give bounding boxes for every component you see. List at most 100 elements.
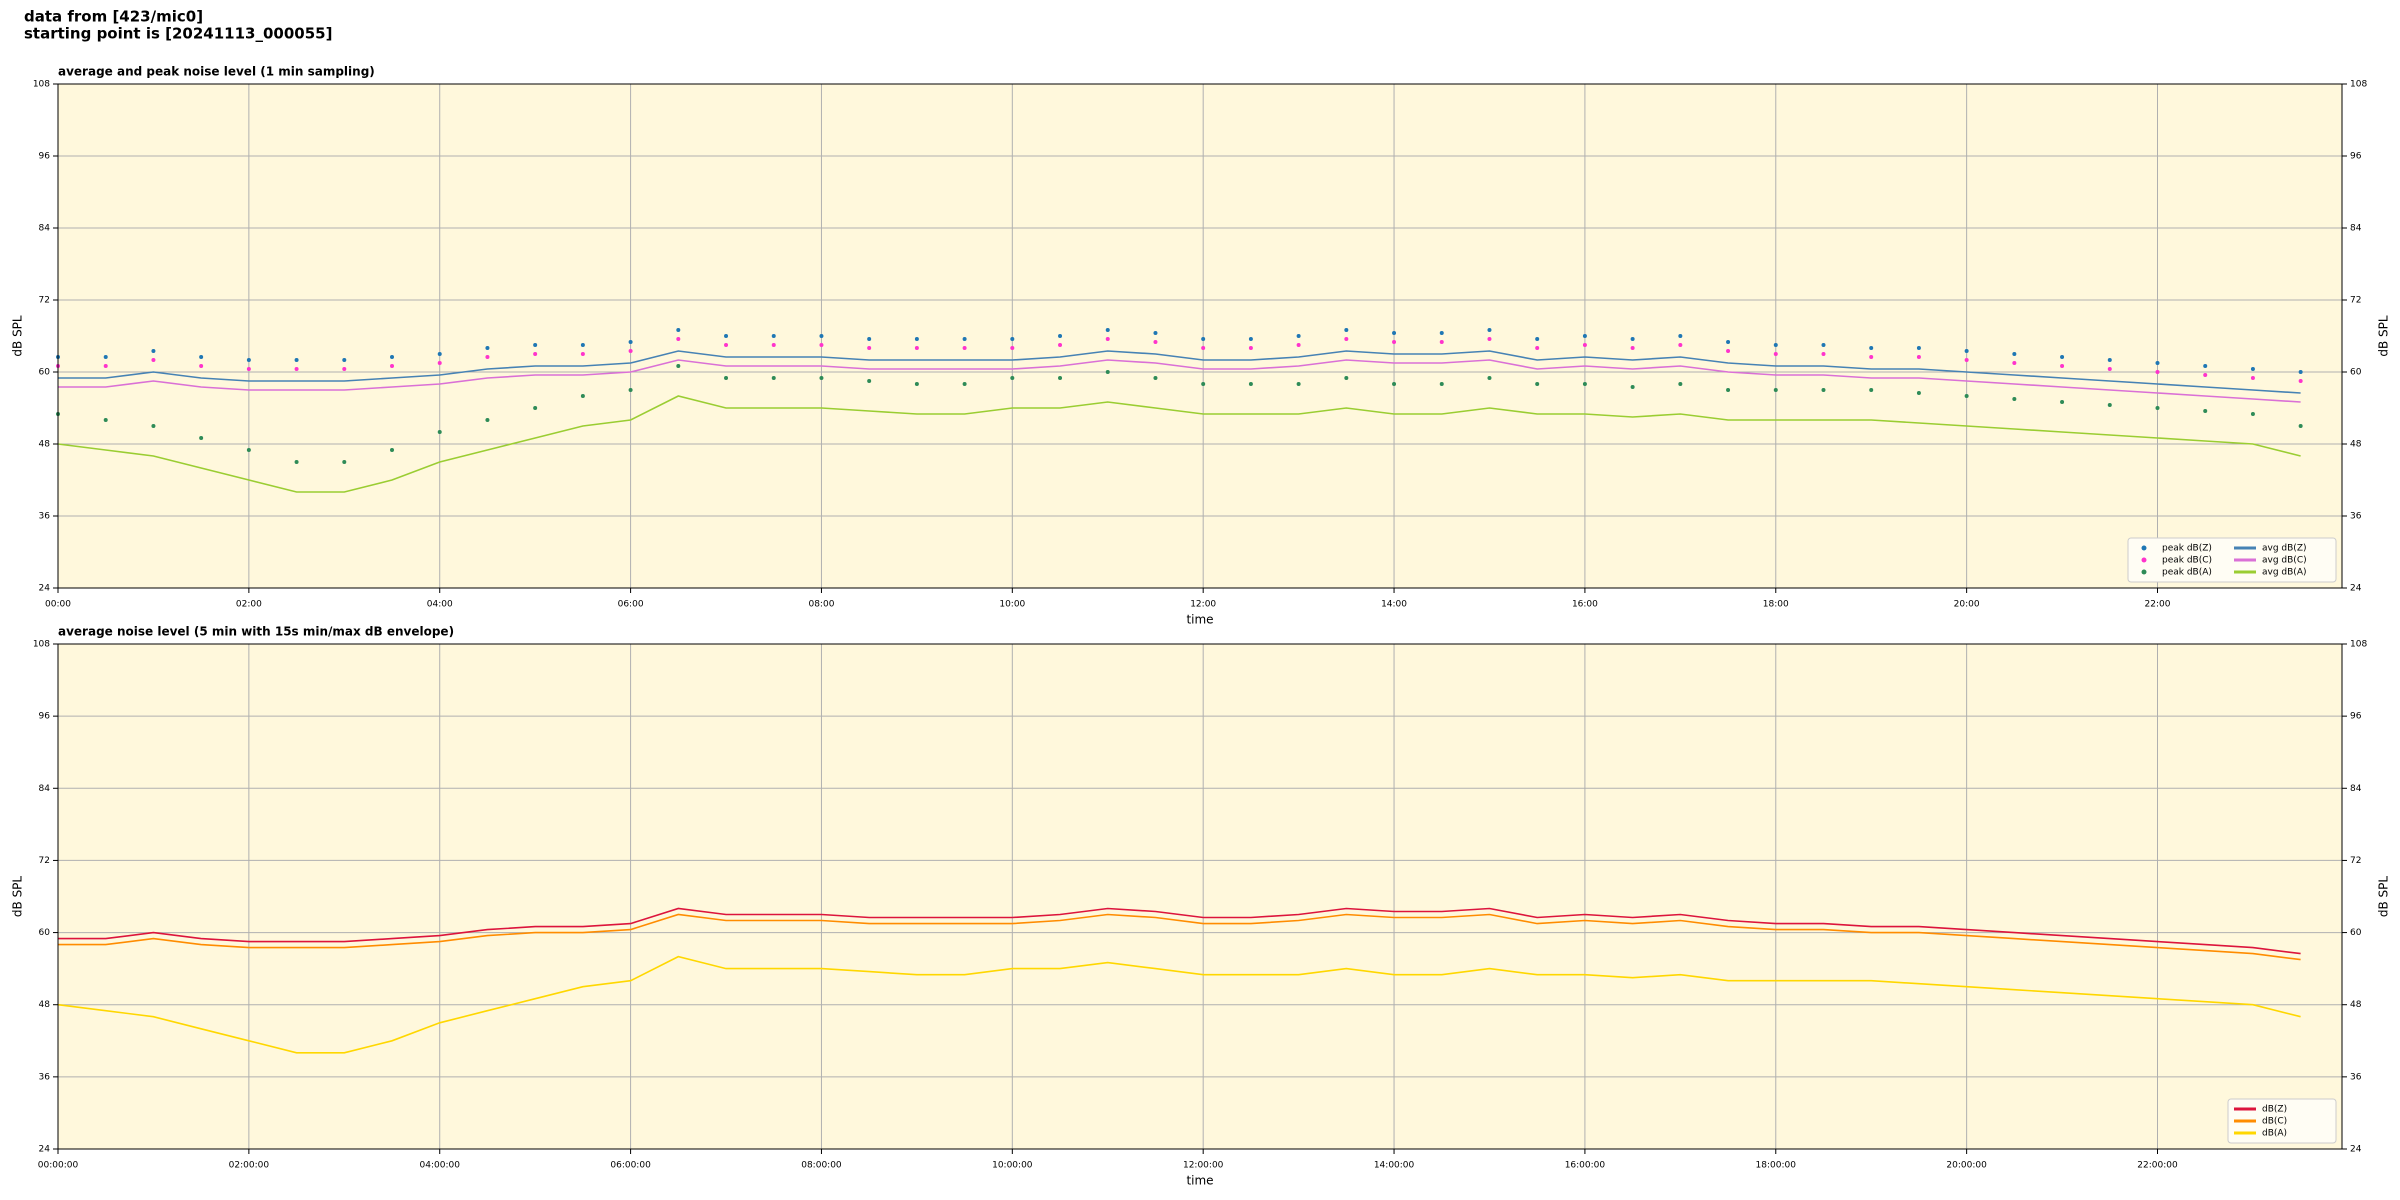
y-tick-label: 72 <box>2350 296 2361 306</box>
peak-dot <box>1535 382 1540 386</box>
peak-dot <box>2203 409 2208 413</box>
peak-dot <box>1869 355 1874 359</box>
legend-label: dB(A) <box>2262 1129 2287 1139</box>
y-tick-label: 24 <box>2350 1145 2362 1155</box>
peak-dot <box>103 418 108 422</box>
x-tick-label: 06:00:00 <box>610 1161 651 1171</box>
y-axis-label: dB SPL <box>11 876 25 918</box>
peak-dot <box>1630 346 1635 350</box>
peak-dot <box>390 448 395 452</box>
peak-dot <box>1153 376 1158 380</box>
peak-dot <box>867 337 872 341</box>
peak-dot <box>1869 346 1874 350</box>
peak-dot <box>1582 334 1587 338</box>
peak-dot <box>914 337 919 341</box>
peak-dot <box>2155 361 2160 365</box>
y-tick-label: 24 <box>2350 584 2362 594</box>
y-tick-label: 36 <box>39 1072 51 1082</box>
peak-dot <box>724 376 729 380</box>
peak-dot <box>1487 376 1492 380</box>
header-line: data from [423/mic0] <box>24 8 203 26</box>
peak-dot <box>2298 379 2303 383</box>
peak-dot <box>2155 406 2160 410</box>
peak-dot <box>867 379 872 383</box>
peak-dot <box>199 364 204 368</box>
y-tick-label: 72 <box>2350 856 2361 866</box>
x-tick-label: 10:00:00 <box>992 1161 1033 1171</box>
peak-dot <box>246 358 251 362</box>
x-axis-label: time <box>1186 1174 1213 1188</box>
peak-dot <box>485 418 490 422</box>
peak-dot <box>2203 364 2208 368</box>
y-axis-label: dB SPL <box>11 315 25 357</box>
x-axis-label: time <box>1186 613 1213 627</box>
plot-frame <box>57 83 2343 589</box>
x-tick-label: 20:00:00 <box>1946 1161 1987 1171</box>
peak-dot <box>1630 337 1635 341</box>
peak-dot <box>151 424 156 428</box>
peak-dot <box>151 349 156 353</box>
legend-marker <box>2141 545 2147 551</box>
peak-dot <box>2203 373 2208 377</box>
x-tick-label: 16:00 <box>1572 600 1598 610</box>
peak-dot <box>294 460 299 464</box>
x-tick-label: 20:00 <box>1954 600 1980 610</box>
series-line <box>58 350 2301 394</box>
x-tick-label: 08:00:00 <box>801 1161 842 1171</box>
header-line: starting point is [20241113_000055] <box>24 25 332 43</box>
peak-dot <box>771 376 776 380</box>
peak-dot <box>1392 340 1397 344</box>
x-tick-label: 04:00:00 <box>420 1161 461 1171</box>
y-tick-label: 96 <box>2350 152 2362 162</box>
peak-dot <box>580 352 585 356</box>
peak-dot <box>724 334 729 338</box>
y-tick-label: 96 <box>39 712 51 722</box>
peak-dot <box>2107 403 2112 407</box>
peak-dot <box>2012 361 2017 365</box>
y-tick-label: 36 <box>2350 1072 2362 1082</box>
peak-dot <box>1678 334 1683 338</box>
peak-dot <box>1487 328 1492 332</box>
x-tick-label: 02:00:00 <box>229 1161 270 1171</box>
legend-marker <box>2141 569 2147 575</box>
peak-dot <box>103 364 108 368</box>
peak-dot <box>2155 370 2160 374</box>
peak-dot <box>1392 331 1397 335</box>
peak-dot <box>724 343 729 347</box>
x-tick-label: 18:00:00 <box>1756 1161 1797 1171</box>
peak-dot <box>1726 340 1731 344</box>
legend-label: peak dB(A) <box>2162 568 2212 578</box>
peak-dot <box>1821 388 1826 392</box>
peak-dot <box>1439 331 1444 335</box>
peak-dot <box>914 382 919 386</box>
y-tick-label: 96 <box>2350 712 2362 722</box>
x-tick-label: 14:00:00 <box>1374 1161 1415 1171</box>
legend-label: dB(Z) <box>2262 1105 2287 1115</box>
x-tick-label: 16:00:00 <box>1565 1161 1606 1171</box>
legend-label: avg dB(C) <box>2262 556 2307 566</box>
y-tick-label: 48 <box>39 440 51 450</box>
peak-dot <box>1248 346 1253 350</box>
y-tick-label: 108 <box>33 640 50 650</box>
x-tick-label: 00:00:00 <box>38 1161 79 1171</box>
peak-dot <box>1773 343 1778 347</box>
x-tick-label: 04:00 <box>427 600 453 610</box>
peak-dot <box>246 367 251 371</box>
peak-dot <box>1248 382 1253 386</box>
peak-dot <box>1869 388 1874 392</box>
chart-title: average noise level (5 min with 15s min/… <box>58 625 454 639</box>
peak-dot <box>199 355 204 359</box>
series-line <box>58 913 2301 961</box>
peak-dot <box>1201 346 1206 350</box>
peak-dot <box>1726 349 1731 353</box>
peak-dot <box>962 382 967 386</box>
peak-dot <box>390 364 395 368</box>
peak-dot <box>819 376 824 380</box>
peak-dot <box>580 394 585 398</box>
peak-dot <box>962 346 967 350</box>
peak-dot <box>1201 382 1206 386</box>
peak-dot <box>580 343 585 347</box>
x-tick-label: 12:00 <box>1190 600 1216 610</box>
peak-dot <box>2107 367 2112 371</box>
peak-dot <box>342 460 347 464</box>
